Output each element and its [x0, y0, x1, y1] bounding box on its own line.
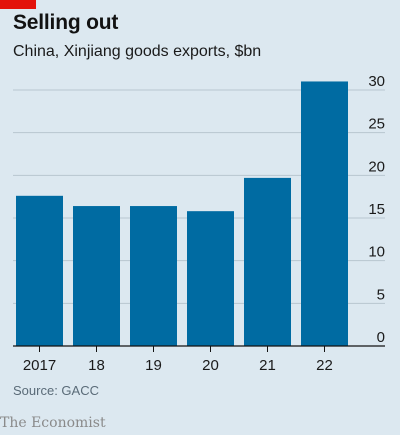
- bars: [16, 81, 348, 346]
- y-tick-label: 30: [368, 73, 385, 90]
- x-tick-label: 18: [88, 357, 105, 374]
- x-tick-label: 2017: [23, 357, 56, 374]
- brand-accent-bar: [0, 0, 36, 9]
- y-tick-label: 0: [377, 329, 385, 346]
- publisher-logo: The Economist: [0, 415, 106, 431]
- y-tick-labels: 0 5 10 15 20 25 30: [368, 73, 385, 346]
- bar: [73, 206, 120, 346]
- bar: [16, 195, 63, 346]
- x-tick-label: 20: [202, 357, 219, 374]
- bar: [187, 211, 234, 346]
- bar: [244, 177, 291, 346]
- x-tick-label: 21: [259, 357, 276, 374]
- chart-title: Selling out: [13, 11, 119, 34]
- y-tick-label: 5: [377, 286, 385, 303]
- bar: [301, 81, 348, 346]
- source-note: Source: GACC: [13, 383, 99, 398]
- y-tick-label: 10: [368, 244, 385, 261]
- x-tick-label: 22: [316, 357, 333, 374]
- x-tick-labels: 2017 18 19 20 21 22: [13, 345, 385, 374]
- y-tick-label: 20: [368, 158, 385, 175]
- y-tick-label: 25: [368, 116, 385, 133]
- chart-subtitle: China, Xinjiang goods exports, $bn: [13, 43, 262, 60]
- bar: [130, 206, 177, 346]
- y-tick-label: 15: [368, 201, 385, 218]
- x-tick-label: 19: [145, 357, 162, 374]
